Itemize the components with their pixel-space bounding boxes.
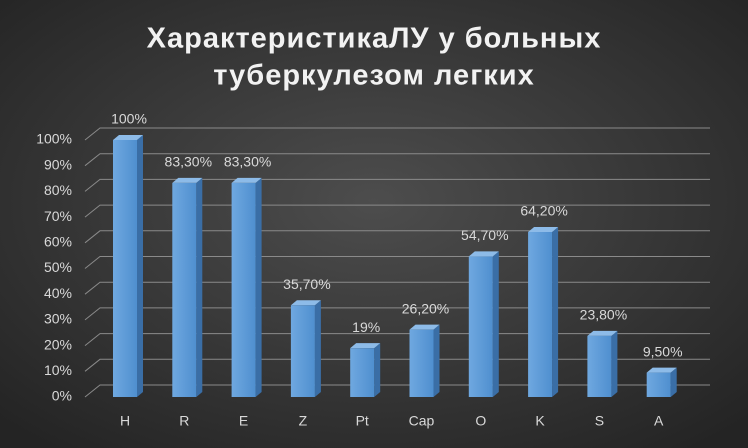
y-tick-label: 70%	[44, 208, 72, 224]
x-tick-label: K	[535, 413, 545, 429]
bar-top	[172, 177, 203, 183]
chart-title: ХарактеристикаЛУ у больных	[147, 23, 602, 55]
bar	[350, 348, 375, 397]
y-tick-label: 10%	[44, 362, 72, 378]
grid-line	[84, 204, 710, 218]
x-tick-label: Pt	[356, 413, 369, 429]
chart-title: туберкулезом легких	[213, 60, 535, 92]
bar-side	[611, 330, 618, 397]
y-tick-label: 0%	[52, 388, 72, 404]
grid-line	[84, 281, 710, 295]
y-tick-label: 100%	[36, 131, 72, 147]
bar-top	[646, 367, 677, 373]
y-tick-label: 40%	[44, 285, 72, 301]
bar-top	[587, 330, 618, 336]
bar	[528, 232, 553, 397]
data-label: 19%	[352, 319, 380, 335]
data-label: 100%	[111, 111, 147, 127]
grid-line	[84, 307, 710, 321]
bar-top	[468, 251, 499, 257]
y-tick-label: 50%	[44, 259, 72, 275]
bar-top	[113, 135, 143, 140]
bar	[468, 256, 493, 397]
data-label: 35,70%	[283, 276, 330, 292]
grid-line	[84, 358, 710, 372]
bar-side	[670, 367, 677, 397]
x-tick-label: E	[239, 413, 248, 429]
data-label: 83,30%	[224, 154, 271, 170]
bar	[587, 335, 612, 397]
x-tick-label: H	[120, 413, 130, 429]
bar-top	[350, 343, 381, 349]
bar-top	[290, 300, 321, 306]
bar-side	[433, 324, 440, 397]
bar-top	[528, 227, 559, 233]
data-label: 23,80%	[580, 307, 627, 323]
bar-side	[374, 343, 381, 397]
data-label: 26,20%	[402, 300, 449, 316]
y-tick-label: 20%	[44, 336, 72, 352]
bar	[409, 329, 434, 397]
bar-side	[552, 227, 559, 397]
x-tick-label: A	[654, 413, 664, 429]
bar-side	[492, 251, 499, 397]
x-tick-label: O	[475, 413, 486, 429]
bar-side	[196, 177, 203, 397]
y-tick-label: 60%	[44, 234, 72, 250]
grid-line	[84, 333, 710, 346]
bar-side	[255, 177, 262, 397]
grid-line	[84, 153, 710, 167]
data-label: 9,50%	[643, 343, 683, 359]
y-tick-label: 30%	[44, 311, 72, 327]
y-tick-label: 90%	[44, 156, 72, 172]
y-tick-label: 80%	[44, 182, 72, 198]
bar	[113, 140, 137, 397]
bar-top	[409, 324, 440, 330]
grid-line	[84, 178, 710, 192]
grid-line	[84, 127, 710, 141]
grid-line	[84, 384, 710, 398]
bar	[172, 182, 197, 397]
bar-side	[314, 300, 321, 397]
grid-line	[84, 256, 710, 269]
x-tick-label: Cap	[409, 413, 435, 429]
x-tick-label: R	[179, 413, 189, 429]
grid-line	[84, 230, 710, 244]
data-label: 64,20%	[520, 203, 567, 219]
data-label: 54,70%	[461, 227, 508, 243]
x-tick-label: S	[595, 413, 604, 429]
x-tick-label: Z	[299, 413, 308, 429]
bar-side	[137, 135, 143, 397]
bar	[646, 372, 671, 397]
bar	[231, 182, 256, 397]
bar	[290, 305, 315, 397]
data-label: 83,30%	[165, 154, 212, 170]
bar-top	[231, 177, 262, 183]
